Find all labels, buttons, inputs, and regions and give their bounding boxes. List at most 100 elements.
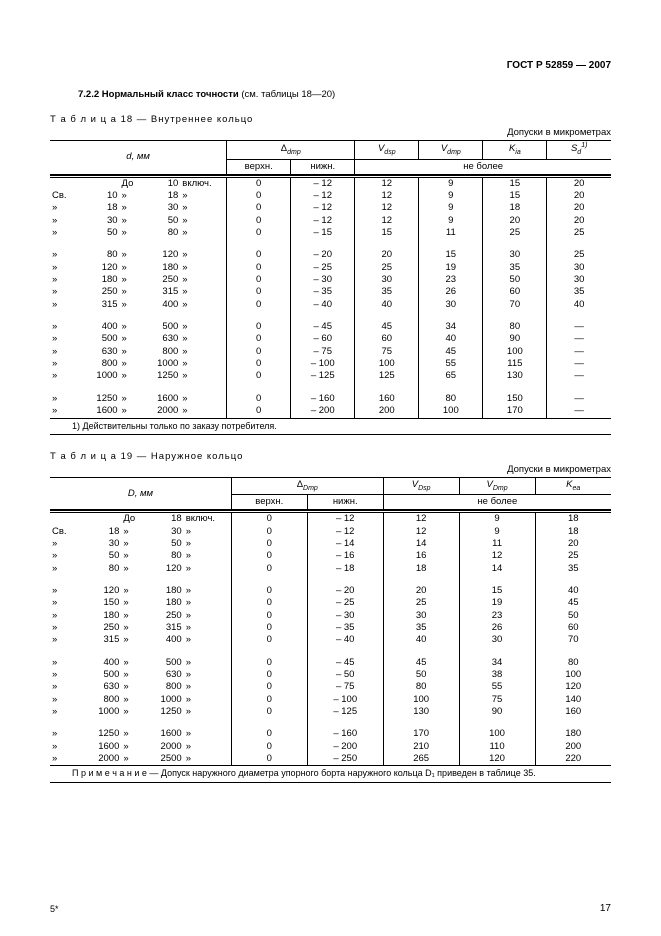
- table-cell: 140: [535, 694, 611, 706]
- table-cell: »: [180, 190, 226, 202]
- table-cell: 250: [82, 622, 122, 634]
- table-cell: – 12: [307, 512, 383, 526]
- table-cell: »: [50, 563, 82, 575]
- table-cell: 12: [355, 215, 419, 227]
- table-cell: 315: [81, 299, 120, 311]
- table-cell: 2000: [82, 753, 122, 766]
- t18-kia-hdr: Kia: [483, 141, 547, 160]
- table-cell: 0: [231, 512, 307, 526]
- table-cell: »: [120, 358, 142, 370]
- table-cell: »: [184, 634, 232, 646]
- table-cell: – 20: [307, 585, 383, 597]
- table-cell: 1600: [144, 728, 184, 740]
- section-name: Нормальный класс точности: [102, 89, 239, 100]
- table-cell: »: [121, 538, 144, 550]
- table-cell: »: [120, 299, 142, 311]
- table-cell: 30: [142, 202, 181, 214]
- table-cell: »: [180, 274, 226, 286]
- table-cell: – 12: [291, 176, 355, 190]
- table-cell: »: [120, 249, 142, 261]
- t18-vdsp-hdr: Vdsp: [355, 141, 419, 160]
- table-cell: »: [184, 526, 232, 538]
- table-cell: 210: [383, 741, 459, 753]
- table-cell: »: [180, 227, 226, 239]
- table-cell: »: [121, 669, 144, 681]
- table-cell: »: [50, 358, 81, 370]
- table-cell: 0: [227, 249, 291, 261]
- table-cell: 9: [419, 202, 483, 214]
- table-cell: 0: [231, 728, 307, 740]
- table-cell: 75: [355, 346, 419, 358]
- table-cell: 23: [419, 274, 483, 286]
- page-number: 17: [600, 903, 611, 914]
- table-cell: 1000: [144, 694, 184, 706]
- t18-sd-hdr: Sd1): [547, 141, 611, 160]
- table-cell: 25: [547, 227, 611, 239]
- table-cell: 0: [227, 202, 291, 214]
- table-cell: 15: [483, 190, 547, 202]
- table-cell: 15: [483, 176, 547, 190]
- table-cell: 18: [144, 512, 184, 526]
- table-cell: »: [120, 215, 142, 227]
- table-cell: »: [120, 346, 142, 358]
- table-cell: 25: [355, 262, 419, 274]
- table-cell: »: [120, 286, 142, 298]
- table-cell: »: [120, 333, 142, 345]
- table-cell: 9: [459, 512, 535, 526]
- table-cell: 15: [459, 585, 535, 597]
- table-cell: 180: [142, 262, 181, 274]
- table-cell: 55: [419, 358, 483, 370]
- table-cell: – 14: [307, 538, 383, 550]
- table-cell: »: [120, 227, 142, 239]
- table-cell: »: [121, 610, 144, 622]
- table-cell: 30: [419, 299, 483, 311]
- table-cell: »: [184, 657, 232, 669]
- table-cell: – 60: [291, 333, 355, 345]
- table-cell: »: [184, 681, 232, 693]
- table-cell: 150: [82, 597, 122, 609]
- table-cell: – 30: [291, 274, 355, 286]
- table-cell: 500: [81, 333, 120, 345]
- table-cell: – 12: [291, 202, 355, 214]
- table-cell: 180: [144, 597, 184, 609]
- t18-vdmp-hdr: Vdmp: [419, 141, 483, 160]
- table-cell: 18: [535, 512, 611, 526]
- table-cell: 80: [144, 550, 184, 562]
- table-cell: 630: [144, 669, 184, 681]
- t18-lower: нижн.: [291, 159, 355, 174]
- table-cell: 40: [355, 299, 419, 311]
- table-cell: »: [50, 694, 82, 706]
- table-cell: 265: [383, 753, 459, 766]
- table-cell: 0: [227, 274, 291, 286]
- table-cell: 0: [231, 634, 307, 646]
- table-cell: —: [547, 370, 611, 382]
- table-cell: 1250: [81, 393, 120, 405]
- table-cell: 0: [227, 393, 291, 405]
- table-cell: 18: [142, 190, 181, 202]
- table-cell: »: [120, 393, 142, 405]
- table-cell: »: [120, 370, 142, 382]
- table-cell: – 25: [307, 597, 383, 609]
- table-cell: 630: [142, 333, 181, 345]
- table-cell: 200: [535, 741, 611, 753]
- t19-note: П р и м е ч а н и е — Допуск наружного д…: [50, 766, 611, 782]
- table-cell: 0: [227, 333, 291, 345]
- table-cell: »: [120, 321, 142, 333]
- table-cell: 14: [459, 563, 535, 575]
- table-cell: 0: [231, 538, 307, 550]
- table-cell: »: [121, 526, 144, 538]
- table-cell: – 40: [307, 634, 383, 646]
- table-cell: 18: [81, 202, 120, 214]
- table-cell: 100: [355, 358, 419, 370]
- table-cell: 120: [459, 753, 535, 766]
- table-cell: 30: [483, 249, 547, 261]
- table-cell: 1250: [142, 370, 181, 382]
- table-cell: »: [184, 597, 232, 609]
- table-cell: »: [50, 370, 81, 382]
- table-cell: 500: [82, 669, 122, 681]
- table-cell: 500: [142, 321, 181, 333]
- table-cell: 25: [535, 550, 611, 562]
- table-cell: 34: [419, 321, 483, 333]
- table-cell: »: [121, 657, 144, 669]
- table-cell: – 125: [307, 706, 383, 718]
